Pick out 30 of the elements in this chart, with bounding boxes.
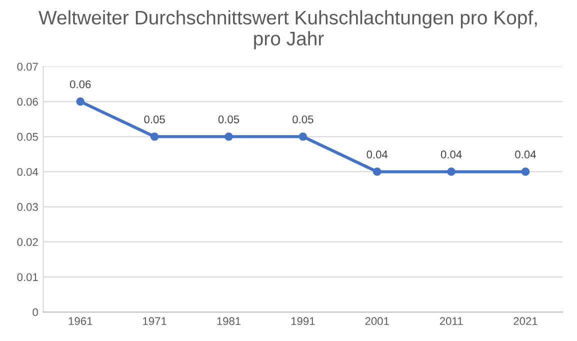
x-tick-label: 1991	[291, 317, 315, 326]
point	[521, 168, 530, 176]
y-tick-label: 0.01	[17, 273, 38, 282]
y-tick-label: 0.05	[17, 132, 38, 141]
chart-title: Weltweiter Durchschnittswert Kuhschlachtungen pro Kopf, pro Jahr	[38, 10, 537, 50]
x-tick-label: 1971	[143, 317, 166, 326]
data-label: 0.05	[144, 115, 165, 124]
x-tick-label: 2001	[365, 317, 389, 326]
y-tick-label: 0.06	[17, 98, 38, 106]
y-tick-label: 0.03	[17, 203, 38, 211]
data-label: 0.04	[366, 150, 388, 158]
y-tick-label: 0.04	[17, 168, 38, 176]
y-tick-label: 0	[32, 308, 38, 316]
point	[447, 168, 456, 176]
point	[224, 132, 233, 141]
y-tick-label: 0.07	[17, 62, 38, 71]
point	[150, 132, 159, 141]
data-label: 0.04	[515, 150, 536, 158]
point	[298, 132, 308, 141]
data-label: 0.06	[70, 80, 91, 88]
x-tick-label: 2011	[440, 317, 463, 326]
y-tick-label: 0.02	[17, 238, 38, 246]
x-tick-label: 1981	[217, 317, 241, 326]
x-tick-label: 2021	[514, 317, 538, 326]
data-label: 0.05	[218, 115, 240, 124]
point	[76, 97, 85, 106]
data-label: 0.05	[292, 115, 314, 124]
point	[372, 168, 382, 176]
data-label: 0.04	[440, 150, 462, 158]
x-tick-label: 1961	[68, 317, 92, 326]
